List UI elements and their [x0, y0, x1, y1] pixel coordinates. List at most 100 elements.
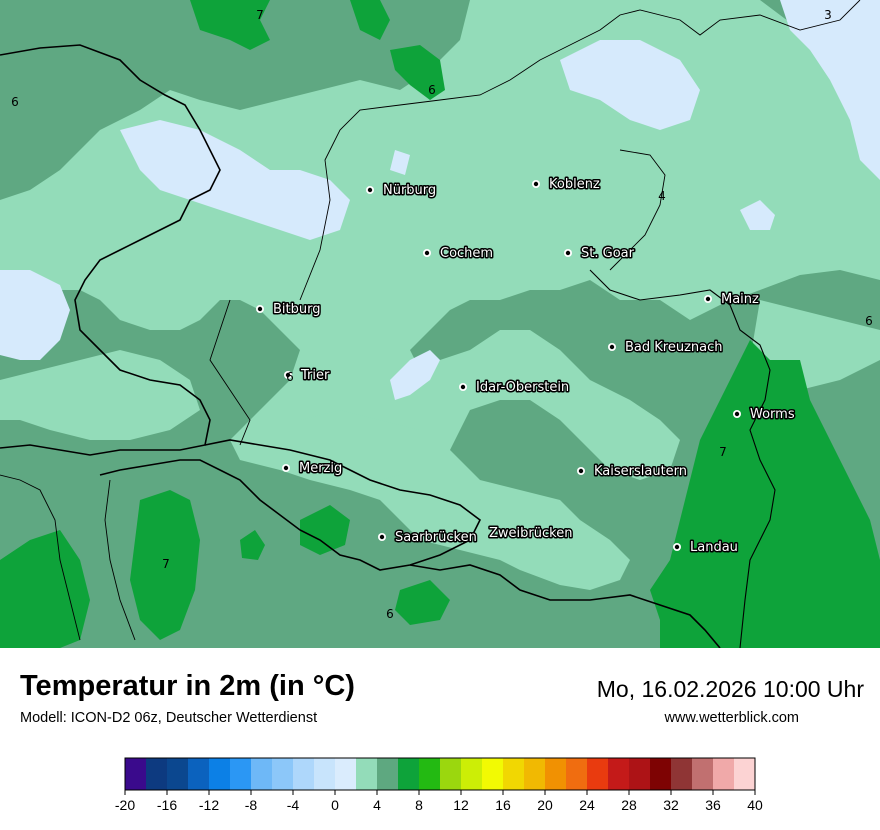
legend-swatch — [230, 758, 252, 790]
city-label: Worms — [750, 407, 795, 422]
legend-swatch — [335, 758, 357, 790]
city-label: Landau — [690, 540, 738, 555]
city-marker: Bitburg — [256, 301, 322, 319]
legend-tick-label: 8 — [415, 797, 423, 813]
legend-swatch — [587, 758, 609, 790]
contour-label-layer: 7 3 6 6 4 6 6 7 7 6 — [11, 8, 873, 621]
legend-swatch — [692, 758, 714, 790]
weather-map: Nürburg Koblenz Cochem St. Goar Bitburg Mainz… — [0, 0, 880, 648]
legend-swatch — [125, 758, 147, 790]
legend-swatch — [524, 758, 546, 790]
city-marker: Cochem — [423, 245, 495, 263]
city-marker: Trier — [284, 367, 331, 385]
contour-label: 4 — [658, 189, 666, 203]
legend-tick-label: 24 — [579, 797, 595, 813]
legend-tick-label: 36 — [705, 797, 721, 813]
legend-tick-label: -8 — [245, 797, 258, 813]
city-label: Merzig — [299, 461, 342, 476]
city-dot-inner — [460, 384, 466, 390]
legend-swatch — [734, 758, 756, 790]
city-marker: Idar-Oberstein — [459, 379, 571, 397]
contour-label: 7 — [256, 8, 264, 22]
legend-swatch — [503, 758, 525, 790]
city-dot-inner — [367, 187, 373, 193]
legend-swatch — [545, 758, 567, 790]
city-marker: Nürburg — [366, 182, 438, 200]
legend-tick-label: 32 — [663, 797, 679, 813]
color-legend: -20 -16 -12 -8 -4 0 4 8 12 16 20 24 28 32 36 40 — [115, 757, 763, 813]
contour-label: 7 — [719, 445, 727, 459]
city-label: St. Goar — [581, 246, 635, 261]
city-label: Cochem — [440, 246, 493, 261]
contour-label: 6 — [386, 607, 394, 621]
legend-swatch — [566, 758, 588, 790]
contour-label: 3 — [824, 8, 832, 22]
legend-tick-label: 28 — [621, 797, 637, 813]
city-marker: Merzig — [282, 460, 344, 478]
legend-tick-label: 40 — [747, 797, 763, 813]
city-label: Nürburg — [383, 183, 436, 198]
city-dot-inner — [609, 344, 615, 350]
legend-tick-label: 0 — [331, 797, 339, 813]
legend-swatch — [650, 758, 672, 790]
city-marker: Saarbrücken — [378, 529, 478, 547]
legend-swatch — [146, 758, 168, 790]
legend-swatch — [461, 758, 483, 790]
city-label: Trier — [300, 368, 330, 383]
borders — [0, 0, 861, 648]
website-link[interactable]: www.wetterblick.com — [664, 710, 799, 726]
city-label: Mainz — [721, 292, 759, 307]
legend-swatch — [167, 758, 189, 790]
city-dot-inner — [257, 306, 263, 312]
city-marker: Kaiserslautern — [577, 463, 689, 481]
city-label: Idar-Oberstein — [476, 380, 569, 395]
city-marker: St. Goar — [564, 245, 636, 263]
contour-label: 6 — [11, 95, 19, 109]
city-marker: Worms — [733, 406, 796, 424]
legend-swatch — [482, 758, 504, 790]
temperature-zone-pale-blue — [0, 0, 880, 400]
city-dot-inner — [565, 250, 571, 256]
contour-label: 7 — [162, 557, 170, 571]
legend-swatch — [440, 758, 462, 790]
city-dot-inner — [734, 411, 740, 417]
city-label: Zweibrücken — [489, 526, 572, 541]
city-label: Bitburg — [273, 302, 321, 317]
legend-frame — [124, 757, 756, 791]
city-label: Kaiserslautern — [594, 464, 687, 479]
city-marker: Bad Kreuznach — [608, 339, 724, 357]
city-dot-inner — [424, 250, 430, 256]
footer-panel: Temperatur in 2m (in °C) Modell: ICON-D2… — [0, 648, 880, 830]
legend-tick-label: -20 — [115, 797, 135, 813]
legend-tick-label: -16 — [157, 797, 177, 813]
city-marker: Zweibrücken — [488, 525, 574, 543]
contour-label: 6 — [428, 83, 436, 97]
legend-swatch — [314, 758, 336, 790]
city-dot-inner — [285, 372, 291, 378]
legend-swatch — [356, 758, 378, 790]
legend-swatch — [377, 758, 399, 790]
temperature-zone-bright-green — [0, 0, 880, 648]
contour-label: 6 — [286, 370, 294, 384]
legend-tick-label: -4 — [287, 797, 300, 813]
city-dot-inner — [379, 534, 385, 540]
legend-swatch — [629, 758, 651, 790]
city-dot-inner — [705, 296, 711, 302]
forecast-datetime: Mo, 16.02.2026 10:00 Uhr — [596, 676, 864, 702]
city-marker: Koblenz — [532, 176, 601, 194]
city-label: Koblenz — [549, 177, 600, 192]
city-layer: Nürburg Koblenz Cochem St. Goar Bitburg Mainz… — [256, 176, 796, 557]
contour-label: 6 — [865, 314, 873, 328]
city-label: Saarbrücken — [395, 530, 477, 545]
legend-swatch — [398, 758, 420, 790]
legend-swatch — [713, 758, 735, 790]
city-dot-inner — [674, 544, 680, 550]
city-dot-inner — [283, 465, 289, 471]
legend-tick-label: 20 — [537, 797, 553, 813]
legend-swatch — [272, 758, 294, 790]
city-marker: Mainz — [704, 291, 761, 309]
legend-swatch — [608, 758, 630, 790]
legend-swatch — [671, 758, 693, 790]
legend-tick-label: 12 — [453, 797, 469, 813]
city-marker: Landau — [673, 539, 739, 557]
